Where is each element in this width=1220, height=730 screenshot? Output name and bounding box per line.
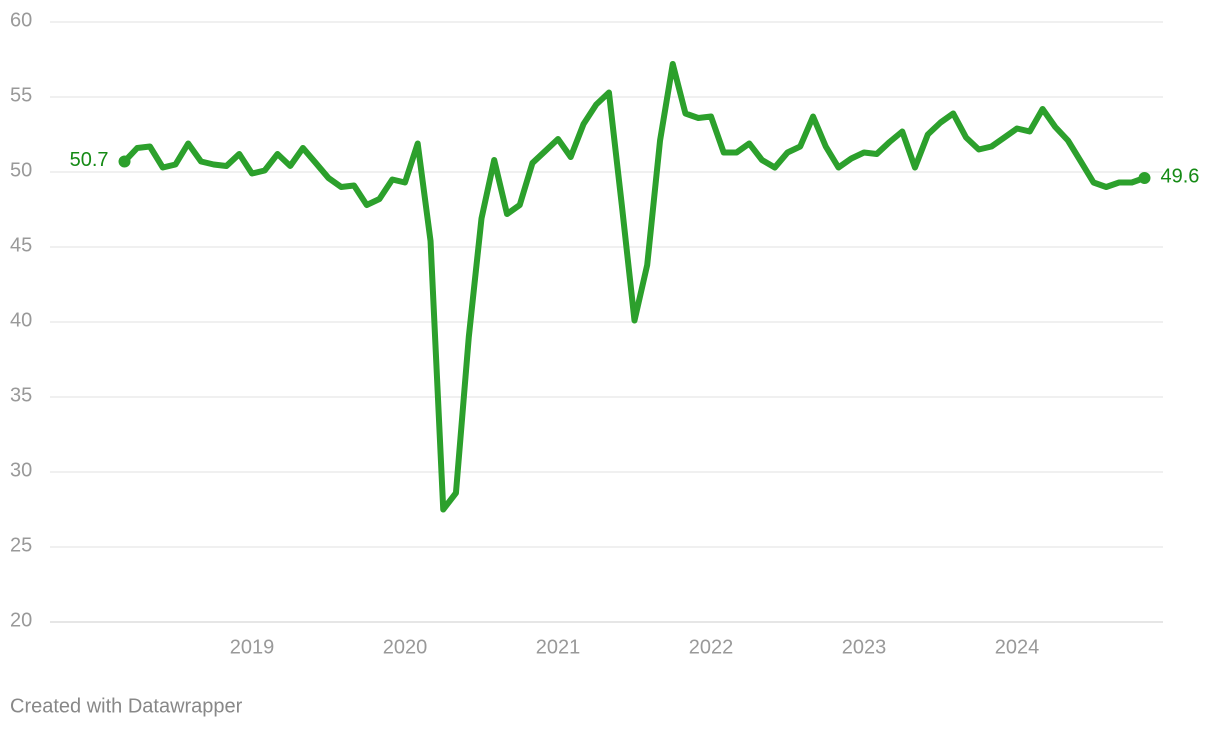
x-tick-label: 2021 <box>536 636 581 658</box>
value-label: 50.7 <box>70 149 109 171</box>
x-tick-label: 2020 <box>383 636 428 658</box>
end-point <box>118 155 131 168</box>
x-tick-label: 2024 <box>995 636 1040 658</box>
y-tick-label: 50 <box>10 159 32 181</box>
y-tick-label: 30 <box>10 459 32 481</box>
end-point <box>1138 172 1151 184</box>
y-tick-label: 55 <box>10 84 32 106</box>
value-label: 49.6 <box>1160 165 1199 187</box>
y-tick-label: 35 <box>10 384 32 406</box>
line <box>121 61 1148 513</box>
x-tick-label: 2023 <box>842 636 887 658</box>
y-tick-label: 25 <box>10 534 32 556</box>
credit: Created with Datawrapper <box>10 695 243 717</box>
y-tick-label: 20 <box>10 609 32 631</box>
x-tick-label: 2019 <box>230 636 275 658</box>
y-tick-label: 60 <box>10 9 32 31</box>
y-tick-label: 40 <box>10 309 32 331</box>
y-tick-label: 45 <box>10 234 32 256</box>
x-tick-label: 2022 <box>689 636 734 658</box>
